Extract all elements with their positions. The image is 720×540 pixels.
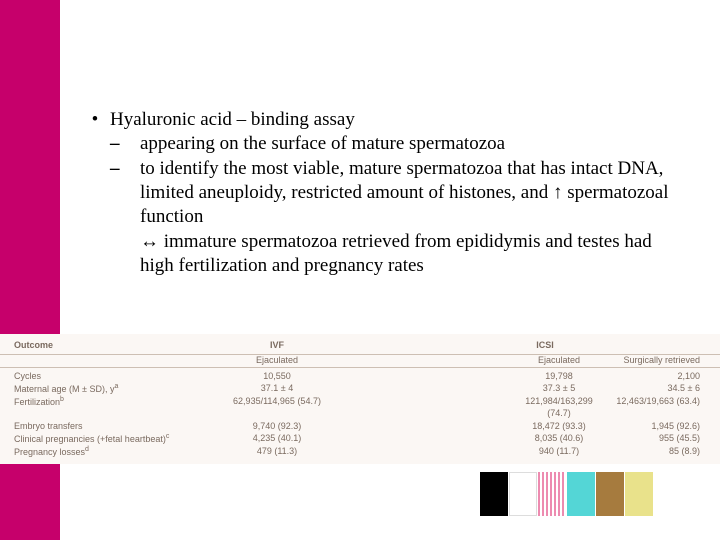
row-label: Pregnancy lossesd [14,445,214,458]
color-swatch [596,472,624,516]
th-ej1 [340,340,485,350]
th-icsi: ICSI [485,340,605,350]
cell [340,445,485,458]
th-ivf: IVF [214,340,340,350]
table-row: Cycles10,550 19,7982,100 [14,370,706,382]
sub-bullet-2: – to identify the most viable, mature sp… [110,157,690,230]
table-row: Pregnancy lossesd479 (11.3) 940 (11.7)85 … [14,445,706,458]
cell: 1,945 (92.6) [605,420,706,432]
cell: 37.3 ± 5 [485,382,605,395]
th-ej2-sub: Ejaculated [485,355,605,365]
th-surg-sub: Surgically retrieved [605,355,706,365]
cell: 10,550 [214,370,340,382]
table-row: Embryo transfers9,740 (92.3) 18,472 (93.3… [14,420,706,432]
color-swatch [625,472,653,516]
cell: 9,740 (92.3) [214,420,340,432]
cell [340,370,485,382]
color-swatch [480,472,508,516]
sub-bullet-1: – appearing on the surface of mature spe… [110,132,690,156]
bullet-main: • Hyaluronic acid – binding assay [80,108,690,132]
cell: 85 (8.9) [605,445,706,458]
table-row: Fertilizationb62,935/114,965 (54.7) 121,9… [14,395,706,419]
cell: 18,472 (93.3) [485,420,605,432]
cell [340,420,485,432]
sub-text-2: to identify the most viable, mature sper… [140,157,690,230]
table-subheader: Ejaculated Ejaculated Surgically retriev… [0,355,720,368]
cell: 940 (11.7) [485,445,605,458]
sub-text-1: appearing on the surface of mature sperm… [140,132,690,156]
cell [340,432,485,445]
row-label: Cycles [14,370,214,382]
harr-text: ↔ immature spermatozoa retrieved from ep… [140,230,690,279]
cell: 2,100 [605,370,706,382]
table-header: Outcome IVF ICSI [0,334,720,355]
row-label: Maternal age (M ± SD), ya [14,382,214,395]
harr-line: ↔ immature spermatozoa retrieved from ep… [110,230,690,279]
dash-marker: – [110,132,140,156]
color-swatch [538,472,566,516]
cell: 37.1 ± 4 [214,382,340,395]
bullet-marker: • [80,108,110,132]
data-table: Outcome IVF ICSI Ejaculated Ejaculated S… [0,334,720,464]
color-swatch [509,472,537,516]
cell [340,382,485,395]
th-ej1-sub: Ejaculated [214,355,340,365]
cell [340,395,485,419]
row-label: Clinical pregnancies (+fetal heartbeat)c [14,432,214,445]
color-swatch [567,472,595,516]
cell: 121,984/163,299 (74.7) [485,395,605,419]
cell: 479 (11.3) [214,445,340,458]
cell: 34.5 ± 6 [605,382,706,395]
th-surg [605,340,706,350]
row-label: Fertilizationb [14,395,214,419]
cell: 62,935/114,965 (54.7) [214,395,340,419]
cell: 8,035 (40.6) [485,432,605,445]
table-row: Clinical pregnancies (+fetal heartbeat)c… [14,432,706,445]
color-swatch-bar [480,472,654,516]
table-body: Cycles10,55019,7982,100Maternal age (M ±… [0,368,720,464]
cell: 4,235 (40.1) [214,432,340,445]
table-row: Maternal age (M ± SD), ya37.1 ± 4 37.3 ± … [14,382,706,395]
th-outcome: Outcome [14,340,214,350]
row-label: Embryo transfers [14,420,214,432]
cell: 19,798 [485,370,605,382]
slide-content: • Hyaluronic acid – binding assay – appe… [60,0,720,278]
cell: 955 (45.5) [605,432,706,445]
bullet-text: Hyaluronic acid – binding assay [110,108,690,132]
dash-marker: – [110,157,140,181]
cell: 12,463/19,663 (63.4) [605,395,706,419]
